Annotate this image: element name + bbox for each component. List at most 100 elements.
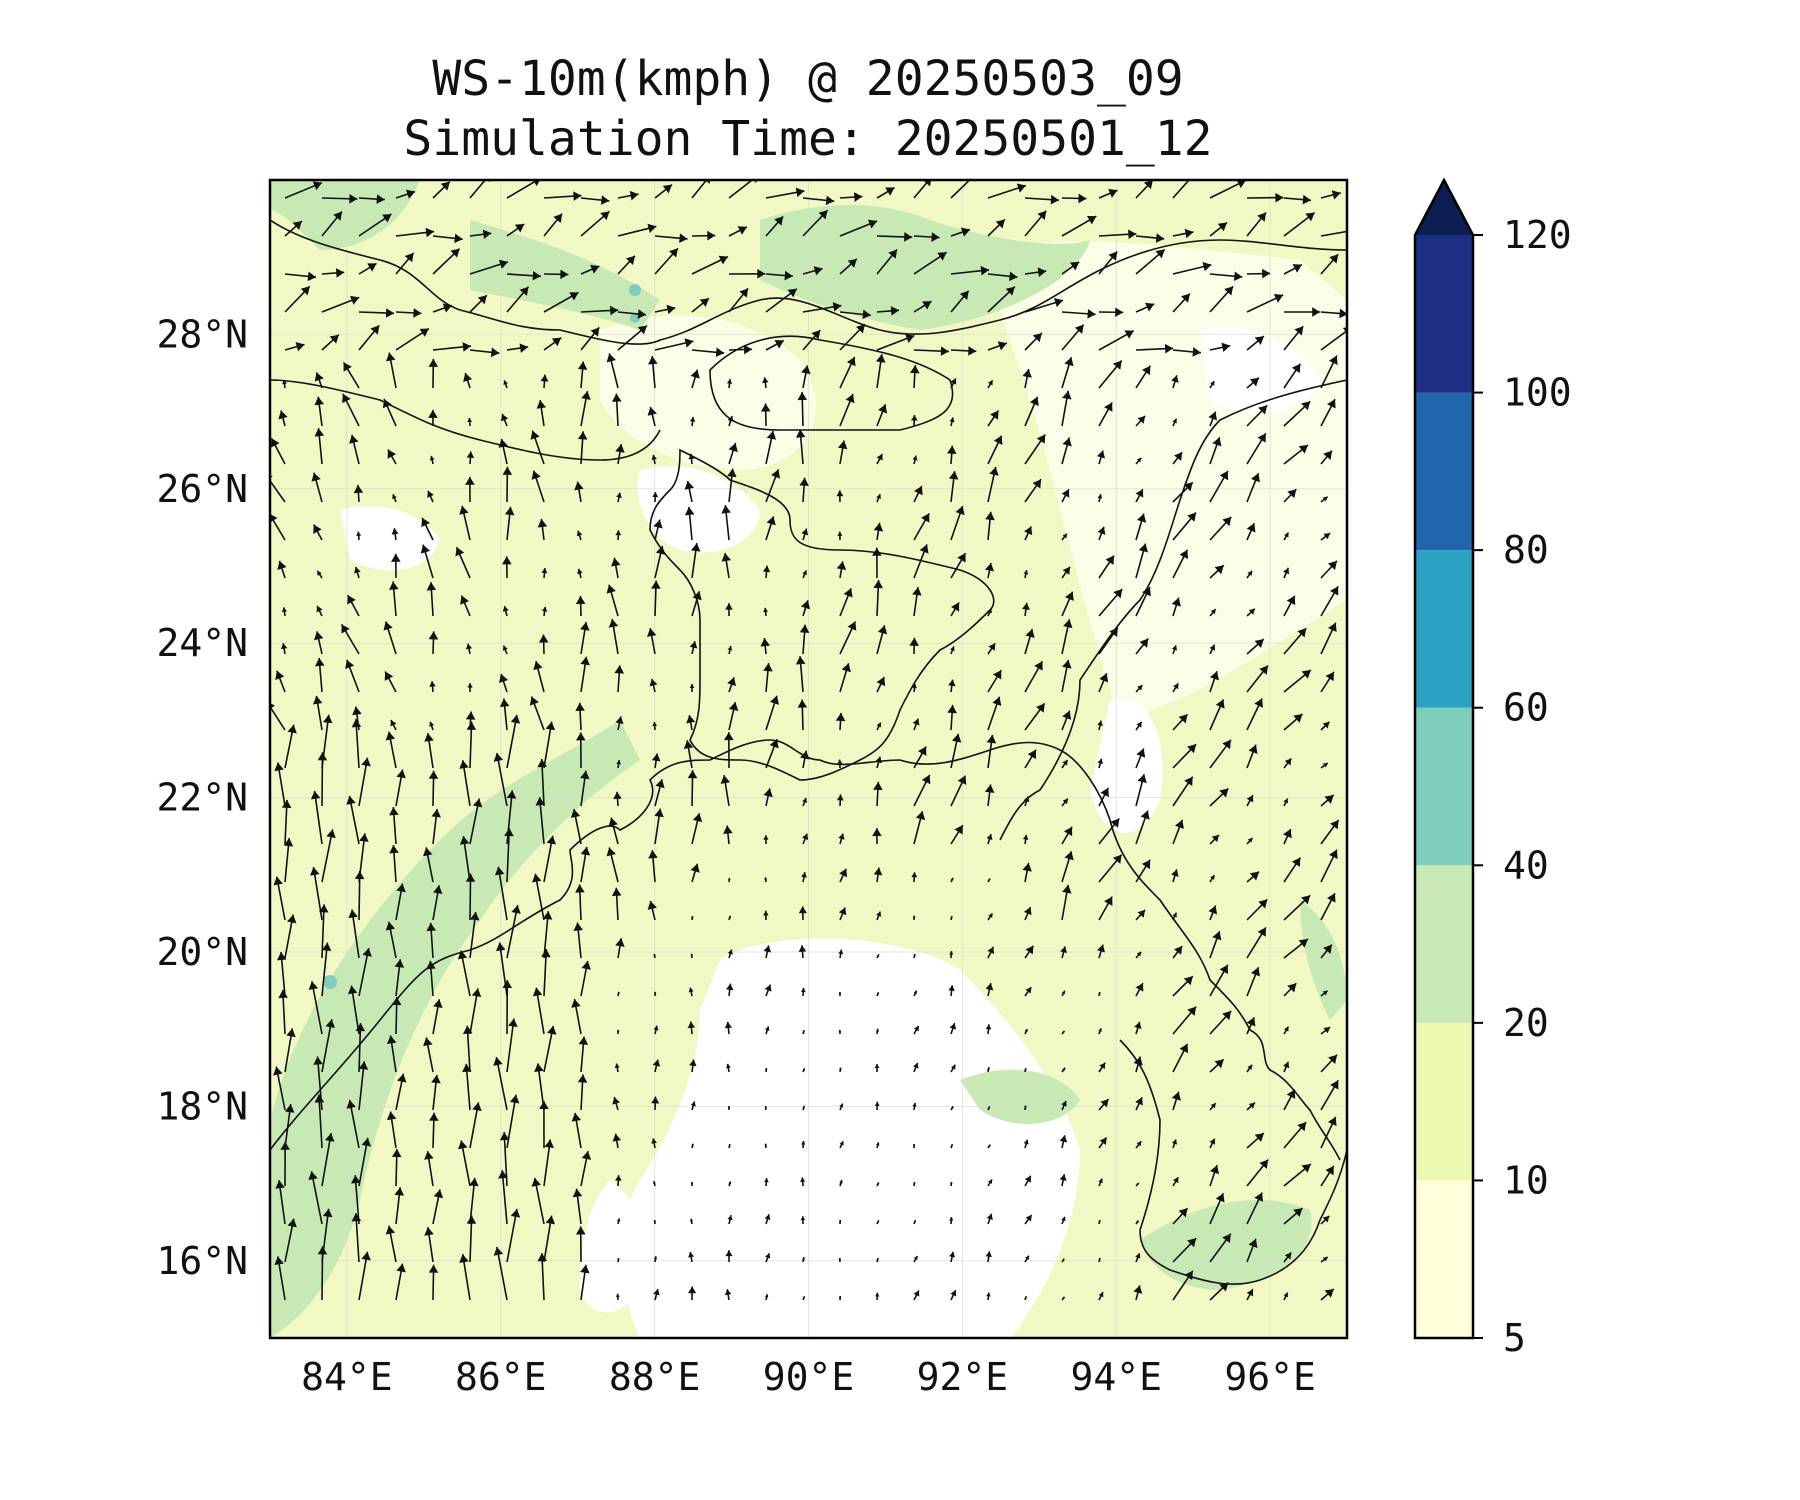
wind-vector xyxy=(687,1021,696,1035)
wind-vector xyxy=(385,1225,397,1263)
wind-vector xyxy=(691,230,716,241)
wind-vector xyxy=(764,1294,769,1301)
wind-vector xyxy=(950,505,965,541)
wind-vector xyxy=(987,271,1018,282)
wind-vector xyxy=(725,1063,731,1073)
wind-vector xyxy=(1061,566,1071,579)
wind-vector xyxy=(913,1062,919,1073)
wind-vector xyxy=(765,469,781,503)
wind-vector xyxy=(728,701,739,731)
wind-vector xyxy=(950,227,971,237)
wind-vector xyxy=(763,607,769,617)
wind-vector xyxy=(691,255,729,275)
wind-vector xyxy=(720,775,731,807)
wind-vector xyxy=(1172,713,1189,731)
wind-vector xyxy=(1172,451,1183,465)
wind-vector xyxy=(946,445,957,465)
wind-vector xyxy=(498,673,509,693)
wind-vector xyxy=(575,884,585,921)
wind-vector xyxy=(875,1028,879,1035)
wind-vector xyxy=(280,1141,290,1187)
wind-vector xyxy=(580,305,619,316)
wind-vector xyxy=(1209,516,1232,541)
wind-vector xyxy=(1098,360,1123,389)
wind-vector xyxy=(504,506,515,541)
wind-vector xyxy=(1096,450,1106,465)
wind-vector xyxy=(1024,1295,1028,1301)
wind-vector xyxy=(876,911,882,921)
wind-vector xyxy=(727,645,733,655)
colorbar-tick-label: 100 xyxy=(1503,371,1572,415)
wind-vector xyxy=(1024,526,1033,541)
wind-vector xyxy=(1246,1159,1269,1187)
wind-vector xyxy=(274,1256,286,1301)
colorbar-segment xyxy=(1415,1022,1473,1181)
wind-vector xyxy=(543,835,556,883)
wind-vector xyxy=(506,1018,518,1073)
wind-vector xyxy=(1171,375,1179,389)
wind-vector xyxy=(797,391,808,427)
wind-vector xyxy=(431,1074,441,1111)
wind-vector xyxy=(689,641,698,655)
wind-vector xyxy=(1172,1237,1197,1263)
wind-vector xyxy=(284,1028,296,1073)
wind-vector xyxy=(1320,622,1337,655)
wind-vector xyxy=(1209,1233,1232,1263)
wind-vector xyxy=(1024,210,1047,237)
wind-vector xyxy=(617,324,648,351)
wind-vector xyxy=(1172,293,1191,313)
wind-vector xyxy=(987,878,991,883)
wind-vector xyxy=(1320,1165,1335,1187)
wind-vector xyxy=(800,600,811,617)
wind-vector xyxy=(913,1255,919,1263)
wind-vector xyxy=(1061,1100,1067,1111)
wind-vector xyxy=(765,339,785,351)
wind-vector xyxy=(646,627,657,655)
wind-vector xyxy=(608,817,619,845)
x-tick-label: 84°E xyxy=(301,1355,393,1399)
wind-vector xyxy=(428,1264,439,1301)
wind-vector xyxy=(648,850,658,883)
wind-vector xyxy=(725,1250,733,1263)
wind-vector xyxy=(348,909,360,959)
wind-vector xyxy=(458,1140,471,1187)
wind-vector xyxy=(1209,221,1228,237)
wind-vector xyxy=(615,938,625,959)
wind-vector xyxy=(950,265,990,276)
wind-vector xyxy=(912,455,918,465)
wind-vector xyxy=(1024,702,1046,731)
wind-vector xyxy=(1246,294,1284,313)
wind-vector xyxy=(838,949,844,959)
colorbar-tick-label: 20 xyxy=(1503,1001,1549,1045)
wind-vector xyxy=(382,398,397,427)
wind-vector xyxy=(764,1105,767,1111)
wind-vector xyxy=(724,732,734,769)
wind-vector xyxy=(873,867,883,883)
wind-vector xyxy=(1024,749,1037,769)
wind-vector xyxy=(1209,874,1216,883)
wind-vector xyxy=(654,304,676,315)
wind-vector xyxy=(1209,271,1243,282)
wind-vector xyxy=(839,258,858,275)
wind-vector xyxy=(1283,713,1303,731)
wind-vector xyxy=(395,1073,407,1111)
wind-vector xyxy=(580,846,591,883)
wind-vector xyxy=(1098,1137,1108,1149)
wind-vector xyxy=(987,696,1002,731)
wind-vector xyxy=(651,753,661,769)
wind-vector xyxy=(1320,308,1347,319)
wind-vector xyxy=(538,634,549,655)
wind-vector xyxy=(1097,758,1104,769)
wind-vector xyxy=(950,915,953,921)
colorbar-segment xyxy=(1415,1180,1473,1338)
wind-vector xyxy=(465,873,476,921)
wind-vector xyxy=(654,233,688,243)
wind-vector xyxy=(912,1102,917,1111)
wind-vector xyxy=(606,584,619,617)
wind-vector xyxy=(1098,330,1135,351)
wind-vector xyxy=(316,570,323,579)
wind-vector xyxy=(1246,698,1263,731)
wind-vector xyxy=(728,1143,731,1149)
wind-vector xyxy=(580,390,591,427)
wind-vector xyxy=(1283,194,1312,205)
